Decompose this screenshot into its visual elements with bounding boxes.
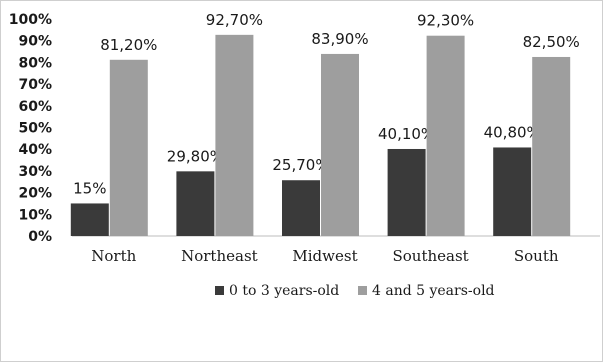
legend-label: 4 and 5 years-old	[372, 283, 495, 299]
legend-label: 0 to 3 years-old	[229, 283, 339, 299]
y-tick-label: 10%	[18, 207, 52, 223]
bar-age-4-5	[109, 59, 148, 236]
y-tick-label: 40%	[18, 142, 52, 158]
y-tick-label: 100%	[9, 12, 52, 28]
y-tick-label: 70%	[18, 77, 52, 93]
y-tick-label: 50%	[18, 121, 52, 137]
data-label: 29,80%	[167, 147, 224, 165]
y-tick-label: 80%	[18, 55, 52, 71]
bar-age-4-5	[426, 35, 465, 236]
y-tick-label: 30%	[18, 164, 52, 180]
legend-swatch	[215, 286, 224, 295]
bar-age-0-3	[493, 147, 532, 236]
data-label: 40,10%	[378, 125, 435, 143]
data-label: 40,80%	[484, 123, 541, 141]
data-label: 82,50%	[523, 33, 580, 51]
data-label: 92,30%	[417, 12, 474, 30]
y-tick-label: 60%	[18, 99, 52, 115]
data-label: 81,20%	[100, 36, 157, 54]
y-tick-label: 0%	[28, 229, 52, 245]
y-tick-label: 20%	[18, 186, 52, 202]
x-tick-label: North	[91, 247, 136, 265]
x-tick-label: Northeast	[181, 247, 258, 265]
x-tick-label: South	[514, 247, 559, 265]
data-label: 83,90%	[311, 30, 368, 48]
bar-age-4-5	[215, 34, 254, 236]
bar-age-0-3	[70, 203, 109, 236]
bar-age-0-3	[387, 148, 426, 236]
bar-age-4-5	[321, 53, 359, 237]
data-label: 92,70%	[206, 11, 263, 29]
x-tick-label: Midwest	[292, 247, 357, 265]
bar-age-4-5	[532, 56, 571, 236]
bar-age-0-3	[176, 171, 215, 236]
data-label: 25,70%	[272, 156, 329, 174]
bar-age-0-3	[282, 180, 320, 236]
legend-swatch	[358, 286, 367, 295]
x-tick-label: Southeast	[392, 247, 468, 265]
data-label: 15%	[73, 179, 106, 197]
y-tick-label: 90%	[18, 34, 52, 50]
